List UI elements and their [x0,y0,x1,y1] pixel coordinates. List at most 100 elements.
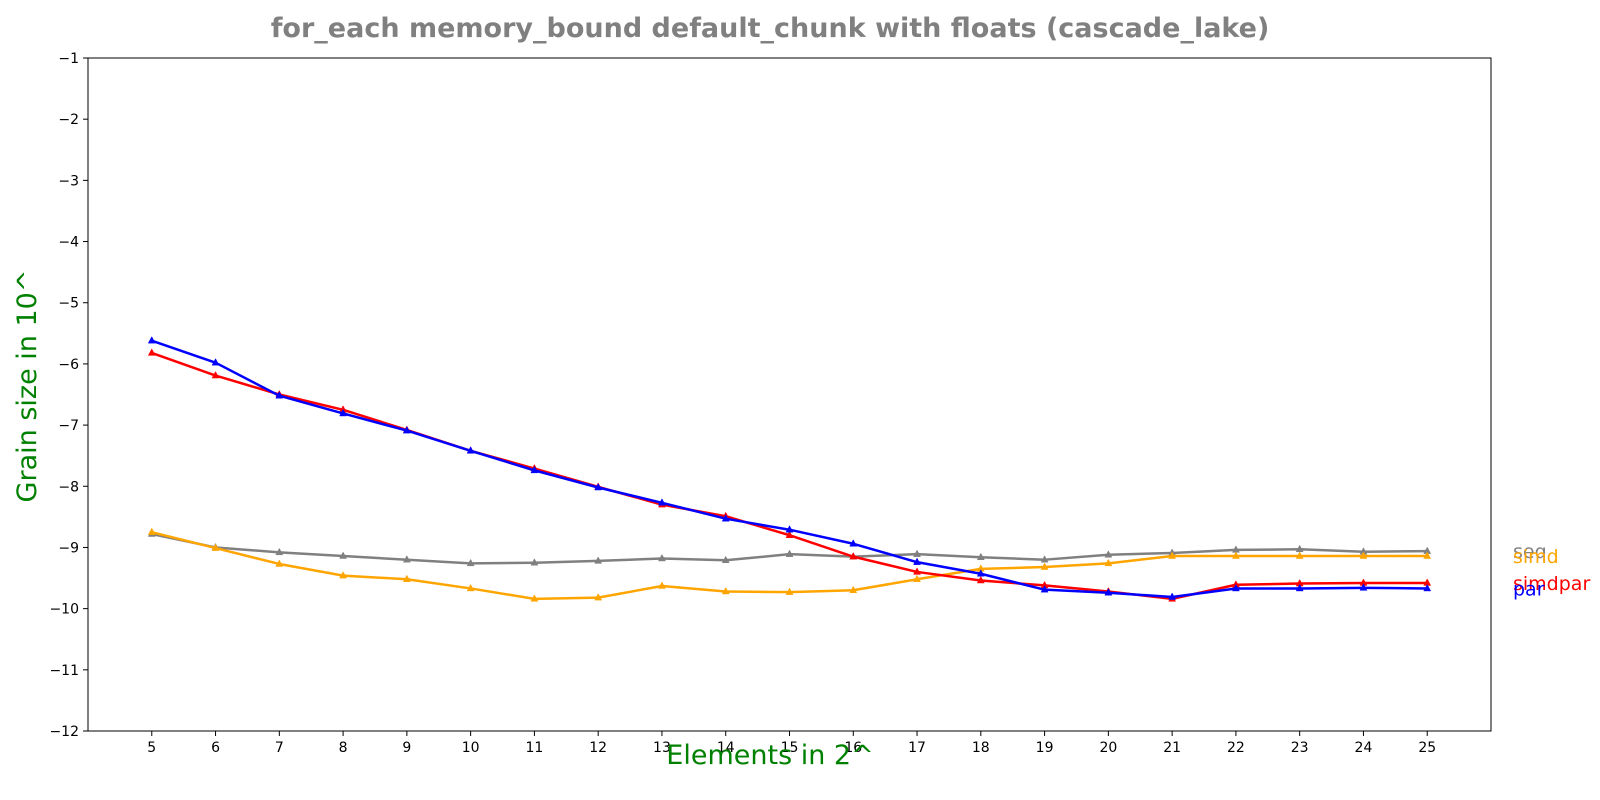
data-point [1040,562,1049,570]
data-point [402,555,411,563]
data-point [1359,583,1368,591]
data-point [1423,551,1432,559]
y-tick-label: −2 [58,112,79,128]
data-point [211,371,220,379]
data-point [1104,558,1113,567]
data-point [530,465,539,474]
series-label-par: par [1513,578,1545,600]
x-tick-label: 12 [589,740,607,756]
data-point [658,581,666,589]
data-point [913,549,921,557]
data-point [785,530,794,538]
data-point [275,391,284,399]
x-tick-label: 10 [462,740,480,756]
x-tick-label: 19 [1036,740,1054,756]
x-tick-label: 6 [211,740,220,756]
data-point [785,549,794,557]
data-point [211,358,220,366]
data-point [1168,551,1177,559]
x-tick-label: 8 [339,740,348,756]
x-tick-label: 13 [653,740,671,756]
x-tick-label: 20 [1099,740,1117,756]
data-point [658,553,666,562]
series-seq [147,529,1432,567]
data-point [1040,585,1049,593]
data-point [147,336,156,344]
data-point [466,558,475,567]
plot-area [87,57,1492,732]
data-point [1231,583,1240,592]
x-tick-label: 24 [1355,740,1373,756]
y-axis: −1 −2 −3 −4 −5 −6 −7 −8 −9 −10 −11 −12 [49,51,88,740]
data-point [1104,550,1113,558]
data-point [466,583,475,592]
data-point [211,543,220,551]
series-par [147,336,1432,600]
data-point [849,585,858,594]
data-point [594,556,603,564]
x-tick-label: 14 [717,740,735,756]
data-point [594,482,603,491]
data-point [721,555,730,564]
data-point [1423,583,1432,592]
data-point [275,547,284,556]
data-point [402,574,411,583]
data-point [1295,551,1304,559]
data-point [147,527,156,535]
series-line-simdpar [151,351,1428,601]
data-point [976,569,985,577]
y-tick-label: −3 [58,173,79,189]
y-tick-label: −6 [58,357,79,373]
data-point [913,557,921,565]
series-label-simd: simd [1513,546,1559,568]
data-point [530,594,539,602]
data-point [658,498,666,506]
data-point [913,567,921,575]
data-point [339,571,348,579]
chart-title: for_each memory_bound default_chunk with… [271,13,1270,44]
y-tick-label: −8 [58,479,79,495]
x-axis-label: Elements in 2^ [666,740,873,771]
data-point [849,552,858,560]
x-tick-label: 18 [972,740,990,756]
x-tick-label: 5 [147,740,156,756]
data-point [1295,583,1304,592]
x-tick-label: 7 [275,740,284,756]
y-tick-label: −4 [58,235,79,251]
data-point [1231,551,1240,559]
x-tick-label: 9 [402,740,411,756]
series-simd [147,527,1432,602]
plot-frame [87,57,1492,732]
y-tick-label: −1 [58,51,79,67]
data-point [466,446,475,454]
data-point [1168,592,1177,600]
y-tick-label: −11 [49,663,79,679]
series-label-seq: seq [1513,541,1547,563]
data-point [976,552,985,560]
y-tick-label: −7 [58,418,79,434]
data-point [913,574,921,583]
data-point [1104,588,1113,596]
data-point [976,575,985,584]
y-axis-label: Grain size in 10^ [12,270,43,503]
data-point [339,408,348,417]
x-tick-label: 15 [781,740,799,756]
y-tick-label: −12 [49,724,79,740]
data-point [147,348,156,356]
series-layer [147,336,1432,602]
data-point [721,514,730,522]
x-tick-label: 23 [1291,740,1309,756]
x-tick-label: 22 [1227,740,1245,756]
data-point [849,539,858,547]
x-tick-label: 21 [1163,740,1181,756]
series-simdpar [147,348,1432,602]
x-axis: 5 6 7 8 9 10 11 12 13 14 15 16 17 18 19 20 21 22 23 24 25 [147,731,1436,756]
series-label-simdpar: simdpar [1513,573,1590,595]
data-point [721,586,730,595]
data-point [785,587,794,595]
data-point [339,551,348,559]
x-tick-label: 11 [525,740,543,756]
y-tick-label: −10 [49,602,79,618]
